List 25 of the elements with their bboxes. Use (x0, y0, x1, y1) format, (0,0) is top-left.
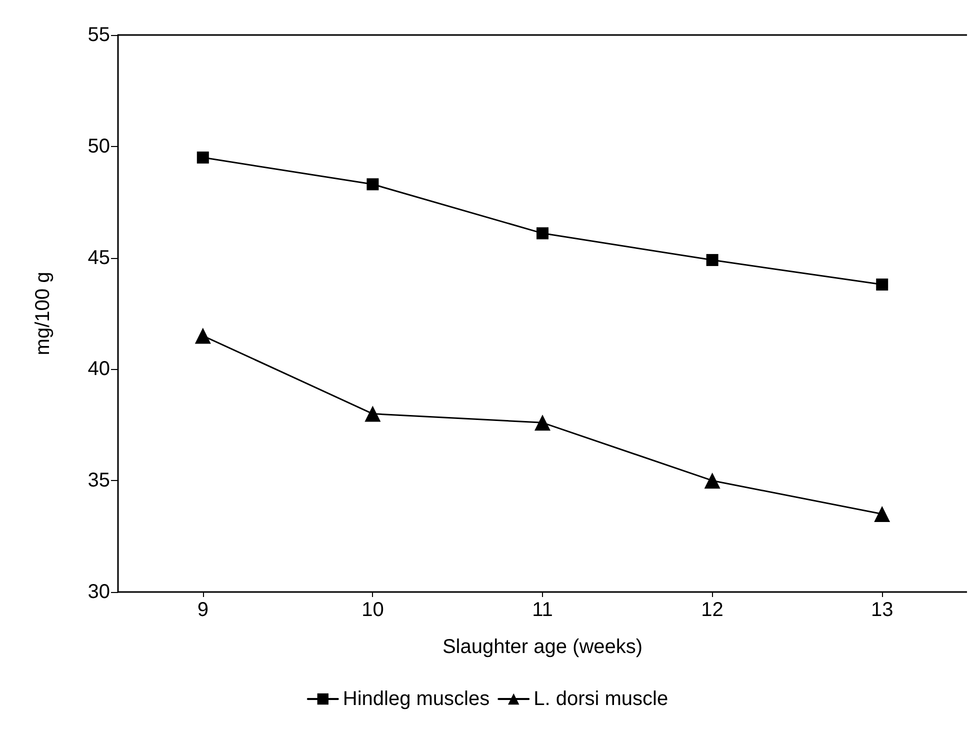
point (366, 178, 379, 190)
point (874, 506, 890, 522)
point (876, 278, 888, 291)
y-tick-label: 40 (88, 358, 110, 380)
y-tick-label: 30 (88, 581, 110, 603)
x-tick-label: 10 (362, 599, 384, 621)
x-tick-label: 9 (197, 599, 208, 621)
point (704, 472, 720, 489)
y-tick-label: 45 (88, 246, 110, 269)
point (534, 414, 550, 431)
x-tick-label: 13 (870, 599, 894, 621)
y-tick-label: 50 (88, 135, 110, 158)
point (536, 227, 548, 240)
x-tick-label: 12 (701, 599, 724, 621)
y-tick-label: 55 (88, 24, 110, 46)
y-axis-title: mg/100 g (32, 272, 54, 356)
x-tick-label: 11 (532, 599, 553, 621)
point (706, 254, 718, 266)
legend-label: Hindleg muscles (342, 688, 490, 710)
point (196, 152, 209, 164)
y-tick-label: 35 (88, 470, 110, 492)
legend-label: L. dorsi muscle (534, 688, 668, 710)
point (194, 328, 211, 344)
point (364, 406, 381, 422)
x-axis-title: Slaughter age (weeks) (442, 636, 643, 658)
